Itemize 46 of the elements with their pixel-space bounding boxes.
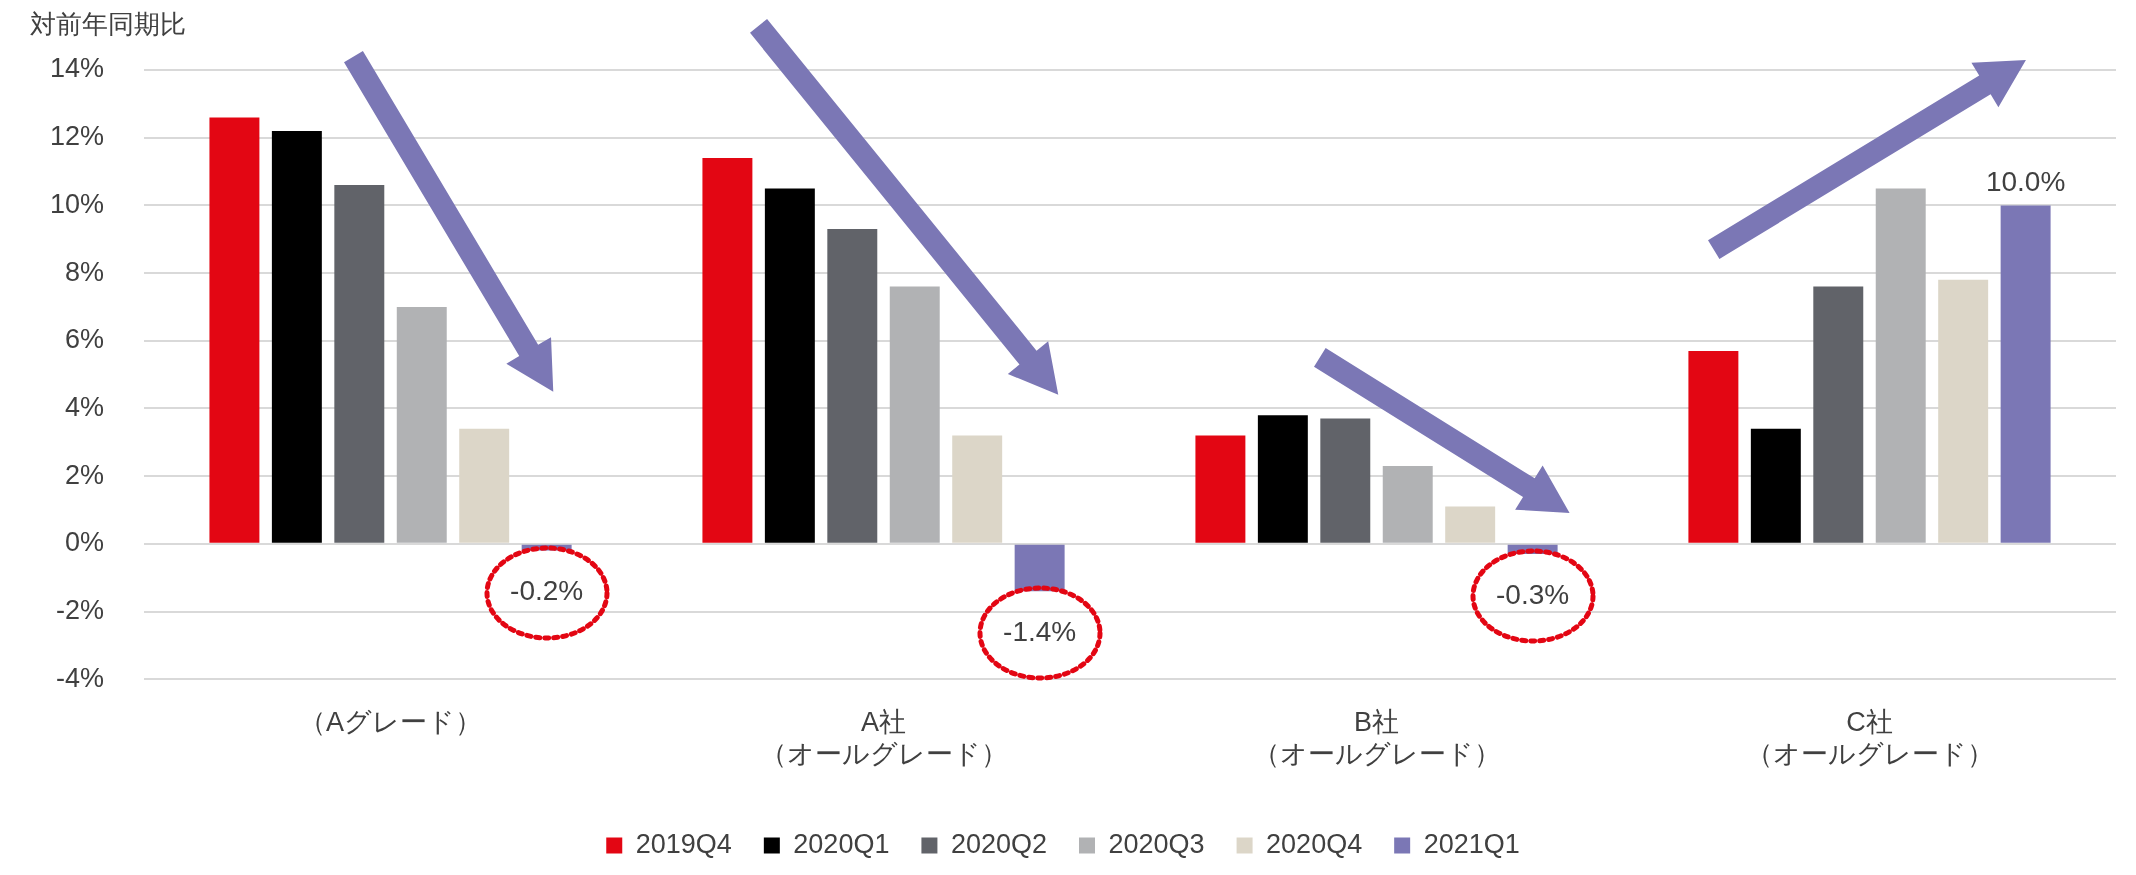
bar: [1445, 506, 1496, 543]
data-label: -1.4%: [1003, 615, 1077, 647]
bar: [1938, 279, 1989, 543]
bar: [1320, 418, 1371, 543]
y-tick-label: 14%: [49, 53, 105, 84]
legend-label: 2021Q1: [1423, 828, 1520, 859]
legend-label: 2020Q4: [1266, 828, 1363, 859]
bar: [334, 185, 385, 543]
bar: [209, 117, 260, 543]
x-tick-label: （Aグレード）: [299, 706, 483, 737]
data-label: -0.3%: [1496, 578, 1570, 610]
x-tick-label: C社（オールグレード）: [1745, 706, 1994, 770]
y-tick-label: 10%: [49, 188, 105, 219]
y-tick-label: -2%: [56, 594, 105, 625]
bar: [889, 286, 940, 543]
y-tick-label: 12%: [49, 121, 105, 152]
legend-label: 2019Q4: [635, 828, 732, 859]
bar: [1813, 286, 1864, 543]
bar: [1195, 435, 1246, 543]
bar: [1014, 544, 1065, 592]
bar: [271, 130, 322, 543]
y-tick-label: -4%: [56, 662, 105, 693]
x-tick-label: B社（オールグレード）: [1252, 706, 1501, 770]
bar: [2000, 205, 2051, 543]
bar: [1750, 428, 1801, 543]
legend-label: 2020Q3: [1108, 828, 1205, 859]
y-tick-label: 6%: [65, 324, 105, 355]
y-tick-label: 0%: [65, 527, 105, 558]
bar: [1382, 465, 1433, 543]
y-tick-label: 8%: [65, 256, 105, 287]
legend-label: 2020Q2: [950, 828, 1048, 859]
bar: [1257, 415, 1308, 543]
y-tick-label: 2%: [65, 459, 105, 490]
bar: [702, 158, 753, 543]
data-label: -0.2%: [510, 575, 584, 607]
x-tick-label: A社（オールグレード）: [759, 706, 1008, 770]
legend-label: 2020Q1: [793, 828, 890, 859]
bar: [764, 188, 815, 543]
bar: [1875, 188, 1926, 543]
y-axis-title: 対前年同期比: [30, 9, 186, 40]
bar: [952, 435, 1003, 543]
bar: [396, 306, 447, 543]
y-tick-label: 4%: [65, 391, 105, 422]
bar: [827, 229, 878, 543]
data-label: 10.0%: [1985, 166, 2066, 198]
bar: [1688, 350, 1739, 543]
